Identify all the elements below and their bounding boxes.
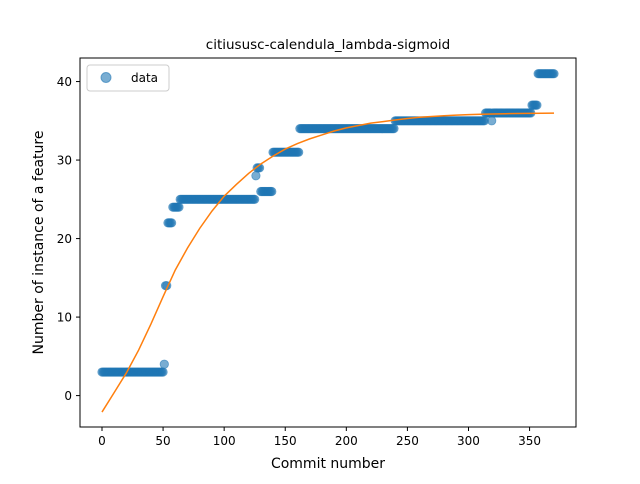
data-point	[158, 367, 168, 377]
legend-marker-data	[100, 72, 112, 83]
data-point	[250, 194, 260, 204]
y-tick-label: 40	[57, 75, 72, 89]
data-point	[251, 171, 261, 181]
data-point	[174, 202, 184, 212]
data-point	[549, 69, 559, 79]
data-point	[487, 116, 497, 126]
x-tick-label: 250	[396, 434, 419, 448]
data-point	[167, 218, 177, 228]
x-tick-label: 200	[335, 434, 358, 448]
data-point	[389, 124, 399, 134]
y-axis: 0 10 20 30 40	[57, 75, 80, 403]
y-axis-label: Number of instance of a feature	[31, 131, 47, 355]
y-tick-label: 0	[64, 389, 72, 403]
plot-frame	[79, 57, 577, 428]
data-point	[159, 359, 169, 369]
legend: data	[86, 64, 170, 92]
legend-box	[86, 64, 170, 92]
y-tick-label: 30	[57, 154, 72, 168]
y-tick-label: 20	[57, 232, 72, 246]
x-tick-label: 100	[213, 434, 236, 448]
fit-curve-line	[101, 112, 555, 413]
x-tick-label: 350	[518, 434, 541, 448]
x-axis-label: Commit number	[271, 456, 385, 472]
x-axis: 0 50 100 150 200 250 300 350	[98, 427, 541, 448]
x-tick-label: 150	[274, 434, 297, 448]
x-tick-label: 300	[457, 434, 480, 448]
x-tick-label: 50	[155, 434, 170, 448]
plot-area	[97, 69, 559, 413]
data-point	[294, 147, 304, 157]
y-tick-label: 10	[57, 311, 72, 325]
data-point	[532, 100, 542, 110]
x-tick-label: 0	[98, 434, 106, 448]
legend-label-data: data	[131, 71, 158, 85]
data-point	[267, 186, 277, 197]
chart-title: citiususc-calendula_lambda-sigmoid	[206, 37, 450, 53]
